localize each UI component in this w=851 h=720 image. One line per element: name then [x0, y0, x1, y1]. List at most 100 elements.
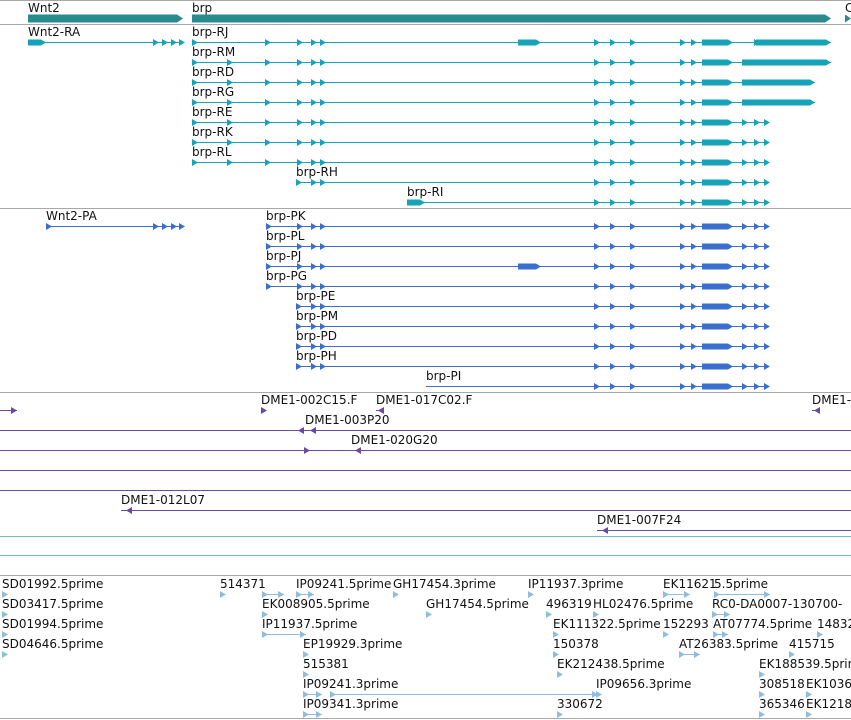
- est-label[interactable]: SD01992.5prime: [2, 577, 103, 591]
- est-feature[interactable]: HL02476.5prime: [593, 597, 693, 618]
- est-feature[interactable]: GH17454.5prime: [426, 597, 529, 618]
- est-feature[interactable]: 365346: [759, 697, 805, 718]
- est-feature[interactable]: 514371: [220, 577, 284, 598]
- clone-feature[interactable]: DME1-017C02.F: [376, 393, 473, 414]
- est-feature[interactable]: EK188539.5prime: [759, 657, 851, 678]
- est-label[interactable]: 5.5prime: [714, 577, 768, 591]
- transcript-label[interactable]: brp-RK: [192, 125, 234, 139]
- est-feature[interactable]: EK11621: [663, 577, 717, 598]
- est-feature[interactable]: EK212438.5prime: [557, 657, 665, 678]
- gene-label[interactable]: C: [845, 1, 851, 15]
- clone-feature[interactable]: DME1-: [812, 393, 851, 414]
- clone-feature[interactable]: DME1-003P20: [0, 413, 851, 434]
- est-feature[interactable]: IP11937.3prime: [528, 577, 623, 598]
- clone-label[interactable]: DME1-: [812, 393, 851, 407]
- est-label[interactable]: EK11621: [663, 577, 717, 591]
- clone-feature[interactable]: [0, 407, 17, 414]
- protein-label[interactable]: brp-PJ: [266, 249, 301, 263]
- est-feature[interactable]: IP09241.5prime: [296, 577, 391, 598]
- est-feature[interactable]: 14832: [817, 617, 851, 638]
- transcript-model[interactable]: brp-RI: [407, 185, 770, 206]
- gene-label[interactable]: brp: [192, 1, 212, 15]
- transcript-label[interactable]: brp-RH: [296, 165, 338, 179]
- est-feature[interactable]: 415715: [789, 637, 835, 658]
- transcript-model[interactable]: brp-RD: [192, 65, 815, 86]
- est-feature[interactable]: EK1036: [806, 677, 851, 698]
- est-label[interactable]: GH17454.5prime: [426, 597, 529, 611]
- est-label[interactable]: RC0-DA0007-130700-: [712, 597, 842, 611]
- est-label[interactable]: IP09341.3prime: [303, 697, 398, 711]
- est-feature[interactable]: EP19929.3prime: [303, 637, 402, 658]
- clone-feature[interactable]: DME1-007F24: [597, 513, 851, 534]
- clone-feature[interactable]: DME1-002C15.F: [261, 393, 358, 414]
- est-label[interactable]: 514371: [220, 577, 266, 591]
- transcript-label[interactable]: brp-RE: [192, 105, 232, 119]
- est-feature[interactable]: EK008905.5prime: [262, 597, 370, 618]
- est-feature[interactable]: IP09341.3prime: [303, 697, 398, 718]
- protein-model[interactable]: Wnt2-PA: [46, 209, 185, 230]
- est-feature[interactable]: EK1218: [806, 697, 851, 718]
- transcript-model[interactable]: brp-RE: [192, 105, 770, 126]
- est-label[interactable]: 152293: [663, 617, 709, 631]
- est-feature[interactable]: SD04646.5prime: [2, 637, 103, 658]
- est-feature[interactable]: IP11937.5prime: [262, 617, 357, 638]
- gene-feature[interactable]: brp: [192, 1, 831, 23]
- protein-label[interactable]: brp-PD: [296, 329, 337, 343]
- clone-label[interactable]: DME1-007F24: [597, 513, 681, 527]
- transcript-label[interactable]: brp-RJ: [192, 25, 228, 39]
- est-label[interactable]: AT07774.5prime: [713, 617, 812, 631]
- est-feature[interactable]: 5.5prime: [714, 577, 770, 598]
- protein-model[interactable]: brp-PK: [266, 209, 770, 230]
- protein-model[interactable]: brp-PI: [426, 369, 770, 390]
- est-label[interactable]: EK1036: [806, 677, 851, 691]
- gene-feature[interactable]: Wnt2: [28, 1, 183, 23]
- est-feature[interactable]: SD01992.5prime: [2, 577, 103, 598]
- transcript-model[interactable]: brp-RG: [192, 85, 815, 106]
- transcript-label[interactable]: brp-RI: [407, 185, 443, 199]
- est-label[interactable]: EK111322.5prime: [553, 617, 661, 631]
- est-label[interactable]: IP09241.5prime: [296, 577, 391, 591]
- transcript-model[interactable]: brp-RK: [192, 125, 770, 146]
- est-feature[interactable]: IP09656.3prime: [596, 677, 691, 698]
- protein-model[interactable]: brp-PD: [296, 329, 770, 350]
- transcript-label[interactable]: brp-RD: [192, 65, 234, 79]
- est-feature[interactable]: 496319: [546, 597, 592, 618]
- gene-label[interactable]: Wnt2: [28, 1, 60, 15]
- protein-model[interactable]: brp-PM: [296, 309, 770, 330]
- est-label[interactable]: IP11937.5prime: [262, 617, 357, 631]
- protein-label[interactable]: brp-PE: [296, 289, 335, 303]
- transcript-label[interactable]: Wnt2-RA: [28, 25, 81, 39]
- est-label[interactable]: GH17454.3prime: [393, 577, 496, 591]
- protein-label[interactable]: brp-PM: [296, 309, 338, 323]
- est-feature[interactable]: IP09241.3prime: [303, 677, 598, 698]
- protein-label[interactable]: brp-PG: [266, 269, 307, 283]
- gene-feature[interactable]: C: [845, 1, 851, 23]
- est-feature[interactable]: 308518: [759, 677, 805, 698]
- protein-label[interactable]: brp-PH: [296, 349, 337, 363]
- est-label[interactable]: EK188539.5prime: [759, 657, 851, 671]
- est-feature[interactable]: EK111322.5prime: [553, 617, 661, 638]
- clone-label[interactable]: DME1-002C15.F: [261, 393, 358, 407]
- est-feature[interactable]: 330672: [557, 697, 603, 718]
- transcript-model[interactable]: brp-RJ: [192, 25, 831, 46]
- clone-label[interactable]: DME1-003P20: [305, 413, 390, 427]
- est-label[interactable]: SD04646.5prime: [2, 637, 103, 651]
- est-label[interactable]: 415715: [789, 637, 835, 651]
- est-feature[interactable]: SD03417.5prime: [2, 597, 103, 618]
- est-feature[interactable]: SD01994.5prime: [2, 617, 103, 638]
- est-label[interactable]: EK008905.5prime: [262, 597, 370, 611]
- protein-model[interactable]: brp-PG: [266, 269, 770, 290]
- transcript-model[interactable]: brp-RH: [296, 165, 770, 186]
- protein-label[interactable]: brp-PL: [266, 229, 305, 243]
- protein-model[interactable]: brp-PH: [296, 349, 770, 370]
- est-feature[interactable]: 515381: [303, 657, 349, 678]
- clone-label[interactable]: DME1-017C02.F: [376, 393, 473, 407]
- est-label[interactable]: IP09656.3prime: [596, 677, 691, 691]
- clone-label[interactable]: DME1-012L07: [121, 493, 205, 507]
- est-label[interactable]: AT26383.5prime: [679, 637, 778, 651]
- protein-label[interactable]: Wnt2-PA: [46, 209, 98, 223]
- est-label[interactable]: IP09241.3prime: [303, 677, 398, 691]
- protein-model[interactable]: brp-PJ: [266, 249, 770, 270]
- est-label[interactable]: 330672: [557, 697, 603, 711]
- est-label[interactable]: HL02476.5prime: [593, 597, 693, 611]
